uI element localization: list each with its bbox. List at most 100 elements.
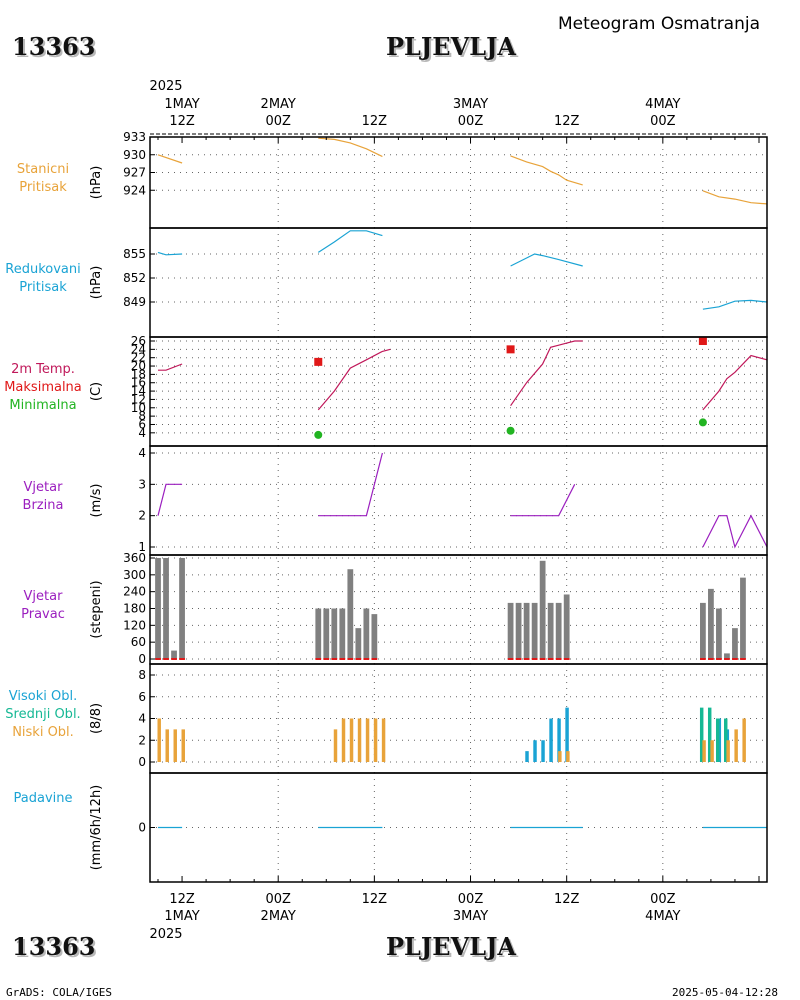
year-bottom: 2025: [149, 927, 183, 942]
wind_speed-label-line: Brzina: [22, 497, 64, 513]
temp-series-line: [158, 363, 183, 371]
wind_dir-bar: [700, 602, 706, 659]
wind_dir-label-line: Vjetar: [23, 588, 63, 604]
wind_speed-series-line: [702, 514, 768, 549]
time-axis-label: 00Z: [457, 892, 484, 907]
wind_speed-series-line: [157, 483, 183, 516]
clouds-bar: [533, 740, 537, 762]
temp-label-line: Minimalna: [9, 397, 77, 413]
temp-series-line: [510, 340, 583, 407]
y-tick-label: 12: [131, 392, 146, 406]
time-axis-label: 2MAY: [260, 97, 296, 112]
time-axis-label: 3MAY: [452, 909, 489, 924]
clouds-bar: [566, 751, 570, 762]
clouds-bar: [707, 707, 712, 762]
wind_dir-bar: [355, 628, 362, 659]
clouds-bar: [157, 718, 161, 762]
time-axis-label: 00Z: [265, 114, 291, 129]
wind_dir-bar: [515, 602, 522, 659]
y-tick-label: 849: [123, 295, 146, 309]
y-tick-label: 26: [131, 334, 146, 348]
clouds-bar: [365, 718, 370, 762]
time-axis-label: 12Z: [553, 892, 580, 907]
y-tick-label: 4: [138, 446, 146, 460]
y-tick-label: 120: [123, 618, 146, 632]
clouds-bar: [710, 740, 714, 762]
precip-panel-frame: [149, 772, 768, 883]
time-axis-label: 2MAY: [260, 909, 296, 924]
time-axis-label: 00Z: [650, 892, 676, 907]
wind_dir-bar: [347, 569, 354, 659]
y-tick-label: 360: [123, 551, 146, 565]
clouds-bar: [742, 718, 746, 762]
pressure-unit-label: (hPa): [89, 166, 104, 200]
y-tick-label: 20: [131, 359, 146, 373]
wind_speed-unit-label: (m/s): [89, 484, 104, 518]
max-temp-point: [506, 345, 515, 354]
year-top: 2025: [149, 79, 183, 94]
y-tick-label: 2: [138, 733, 146, 747]
temp-series-line: [702, 354, 768, 411]
wind_dir-bar: [179, 558, 185, 659]
clouds-bar: [165, 729, 169, 762]
time-axis-label: 1MAY: [164, 909, 200, 924]
y-tick-label: 855: [123, 247, 146, 261]
wind_dir-bar: [539, 560, 546, 659]
time-axis-label: 12Z: [169, 114, 195, 129]
y-tick-label: 16: [131, 376, 146, 390]
station-id-top: 13363: [12, 32, 96, 61]
min-temp-point: [698, 418, 707, 427]
clouds-bar: [181, 729, 185, 762]
wind_dir-bar: [171, 650, 177, 659]
clouds-bar: [525, 751, 529, 762]
pressure-series-line: [702, 190, 768, 205]
station-name-bottom: PLJEVLJA: [386, 932, 517, 961]
wind_dir-bar: [716, 608, 722, 659]
time-axis-label: 3MAY: [452, 97, 489, 112]
clouds-bar: [557, 718, 561, 762]
temp-label-line: 2m Temp.: [11, 361, 75, 377]
clouds-bar: [373, 718, 378, 762]
wind_dir-panel-frame: [149, 554, 768, 665]
pressure-label-line: Pritisak: [19, 179, 67, 195]
y-tick-label: 852: [123, 271, 146, 285]
temp-panel-frame: [149, 336, 768, 447]
station-name-top: PLJEVLJA: [386, 32, 517, 61]
clouds-bar: [349, 718, 354, 762]
y-tick-label: 14: [131, 384, 146, 398]
timestamp: 2025-05-04-12:28: [672, 986, 778, 999]
wind_speed-label-line: Vjetar: [23, 479, 63, 495]
reduced-unit-label: (hPa): [89, 266, 104, 300]
wind_dir-bar: [708, 588, 714, 659]
reduced-series-line: [157, 251, 183, 256]
pressure-label-line: Stanicni: [16, 161, 70, 177]
y-tick-label: 1: [138, 540, 146, 554]
reduced-series-line: [317, 230, 383, 253]
pressure-series-line: [318, 137, 383, 158]
y-tick-label: 8: [138, 668, 146, 682]
clouds-bar: [173, 729, 177, 762]
reduced-panel-frame: [149, 227, 768, 338]
wind_dir-bar: [363, 608, 370, 659]
clouds-bar: [715, 718, 720, 762]
temp-series-line: [317, 348, 391, 411]
y-tick-label: 0: [138, 652, 146, 666]
y-tick-label: 60: [131, 635, 146, 649]
time-axis-label: 12Z: [553, 114, 580, 129]
wind_speed-series-line: [510, 484, 576, 517]
reduced-label-line: Redukovani: [5, 261, 81, 277]
clouds-unit-label: (8/8): [89, 703, 104, 734]
max-temp-point: [314, 357, 323, 366]
temp-label-line: Maksimalna: [4, 379, 82, 395]
clouds-bar: [724, 718, 728, 762]
clouds-label-line: Visoki Obl.: [8, 688, 78, 704]
time-axis-label: 00Z: [457, 114, 484, 129]
wind_dir-bar: [555, 602, 562, 659]
clouds-bar: [549, 718, 553, 762]
wind_dir-label-line: Pravac: [21, 606, 65, 622]
y-tick-label: 22: [131, 351, 146, 365]
wind_speed-series-line: [318, 452, 383, 517]
wind_dir-bar: [163, 558, 169, 659]
y-tick-label: 300: [123, 568, 146, 582]
time-axis-label: 12Z: [169, 892, 195, 907]
